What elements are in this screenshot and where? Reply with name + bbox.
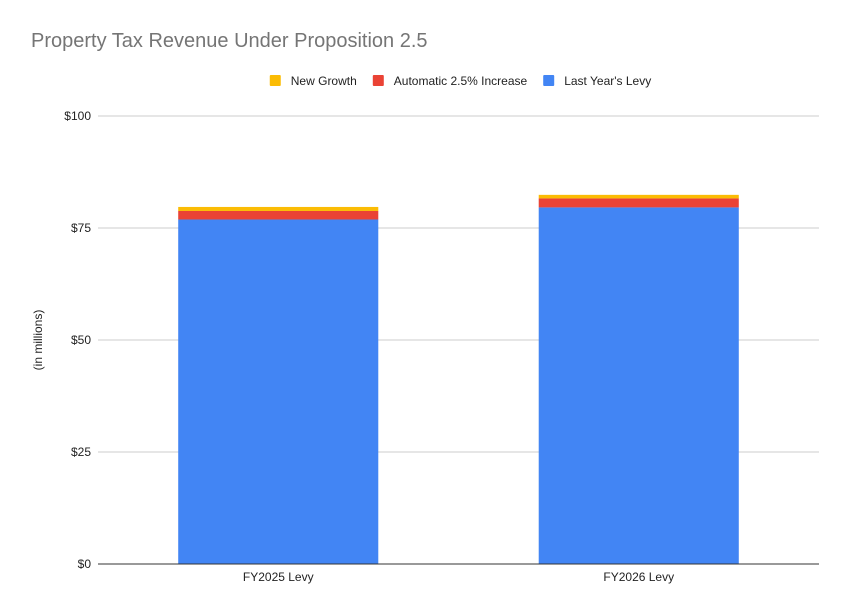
legend-label: Automatic 2.5% Increase [394,74,528,88]
legend-swatch [372,75,384,86]
legend-item: New Growth [269,74,357,88]
bars [178,194,739,564]
legend: New Growth Automatic 2.5% Increase Last Ye… [269,74,651,88]
bar-segment-new-growth-2 [538,194,739,199]
y-axis-ticks: $0 $25 $50 $75 $100 [64,109,91,571]
legend-item: Automatic 2.5% Increase [372,74,528,88]
y-tick-label: $25 [71,445,91,459]
bar-segment-last-year-s-levy-1 [178,219,379,564]
bar-segment-automatic-2-5-increase-1 [178,210,379,220]
x-tick-label: FY2025 Levy [243,570,314,584]
legend-swatch [543,75,555,86]
chart-title: Property Tax Revenue Under Proposition 2… [31,30,428,52]
x-tick-label: FY2026 Levy [603,570,674,584]
bar-segment-last-year-s-levy-2 [538,207,739,564]
x-axis-ticks: FY2025 Levy FY2026 Levy [243,570,674,584]
y-tick-label: $100 [64,109,91,123]
bar-segment-automatic-2-5-increase-2 [538,198,739,208]
y-axis-title: (in millions) [31,310,45,371]
legend-label: Last Year's Levy [564,74,651,88]
bar-segment-new-growth-1 [178,206,379,211]
y-tick-label: $75 [71,221,91,235]
y-tick-label: $0 [78,557,92,571]
legend-label: New Growth [291,74,357,88]
y-tick-label: $50 [71,333,91,347]
legend-swatch [269,75,281,86]
legend-item: Last Year's Levy [543,74,651,88]
